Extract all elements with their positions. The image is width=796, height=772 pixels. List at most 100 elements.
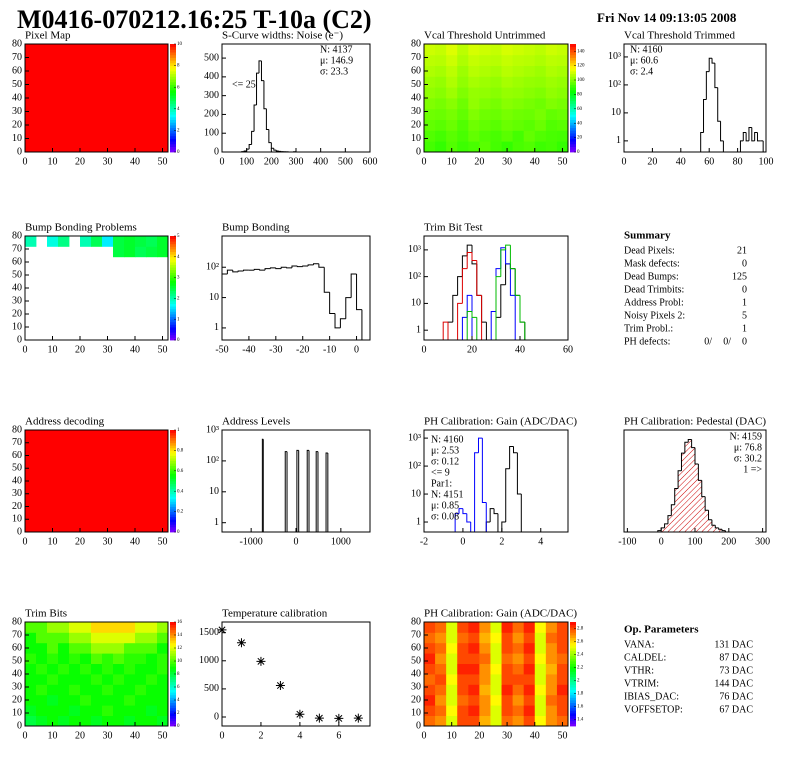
heatmap-cell xyxy=(25,460,37,472)
histogram-bin xyxy=(742,131,747,141)
heatmap-cell xyxy=(490,98,502,110)
heatmap-cell xyxy=(91,511,103,523)
heatmap-cell xyxy=(102,130,114,142)
heatmap-cell xyxy=(435,694,447,706)
colorbar-step xyxy=(170,496,176,500)
heatmap-cell xyxy=(25,450,37,461)
heatmap-cell xyxy=(490,108,502,120)
heatmap-cell xyxy=(25,684,37,696)
colorbar-tick-label: 0 xyxy=(177,530,180,535)
heatmap-cell xyxy=(102,450,114,461)
colorbar-tick-label: 3 xyxy=(177,276,180,281)
heatmap-cell xyxy=(157,663,169,675)
heatmap-cell xyxy=(468,642,480,654)
colorbar-step xyxy=(170,319,176,323)
heatmap-cell xyxy=(25,440,37,451)
heatmap-cell xyxy=(69,521,81,533)
colorbar-step xyxy=(170,481,176,484)
heatmap-cell xyxy=(135,632,147,644)
colorbar-step xyxy=(170,632,176,636)
heatmap-cell xyxy=(157,521,169,533)
heatmap-cell xyxy=(135,65,147,77)
x-tick-label: 20 xyxy=(75,536,85,547)
colorbar-step xyxy=(570,127,576,131)
heatmap-cell xyxy=(157,622,169,633)
heatmap-cell xyxy=(69,642,81,654)
colorbar-step xyxy=(170,52,176,56)
heatmap-cell xyxy=(58,108,70,120)
y-tick-label: 10 xyxy=(209,486,219,497)
colorbar-step xyxy=(170,146,176,150)
histogram-fill xyxy=(695,464,699,532)
heatmap-cell xyxy=(91,430,103,441)
stats-text: N: 4160 xyxy=(431,434,464,445)
heatmap-cell xyxy=(490,663,502,675)
colorbar-step xyxy=(570,119,576,123)
heatmap-cell xyxy=(47,44,59,56)
heatmap-cell xyxy=(146,450,158,461)
heatmap-cell xyxy=(36,44,48,56)
heatmap-cell xyxy=(58,450,70,461)
heatmap-cell xyxy=(58,653,70,664)
heatmap-cell xyxy=(47,460,59,472)
histogram-bin xyxy=(677,470,682,489)
heatmap-cell xyxy=(36,521,48,533)
heatmap-cell xyxy=(523,684,536,696)
heatmap-cell xyxy=(25,141,37,153)
histogram-bin xyxy=(307,264,314,266)
heatmap-cell xyxy=(157,130,169,142)
heatmap-cell xyxy=(435,119,447,131)
histogram-bin xyxy=(466,310,472,340)
op-label: VANA: xyxy=(624,639,654,650)
histogram-bin xyxy=(284,451,288,532)
colorbar-step xyxy=(170,432,176,436)
colorbar-step xyxy=(570,149,576,153)
colorbar-step xyxy=(170,111,176,115)
heatmap-cell xyxy=(36,141,48,153)
colorbar-step xyxy=(570,671,576,675)
heatmap-cell xyxy=(501,663,514,675)
heatmap-cell xyxy=(424,715,436,727)
heatmap-cell xyxy=(58,511,70,523)
heatmap-cell xyxy=(25,44,37,56)
histogram-bin xyxy=(667,515,672,524)
heatmap-cell xyxy=(545,98,558,110)
y-tick-label: 50 xyxy=(12,79,22,90)
y-tick-label: 0 xyxy=(17,334,22,345)
histogram-bin xyxy=(694,447,699,465)
heatmap-cell xyxy=(457,119,469,131)
heatmap-cell xyxy=(47,440,59,451)
histogram-bin xyxy=(243,269,249,272)
heatmap-cell xyxy=(545,632,558,644)
colorbar-step xyxy=(170,256,176,260)
histogram-bin xyxy=(718,527,723,530)
x-tick-label: 4 xyxy=(538,536,543,547)
colorbar-step xyxy=(170,135,176,139)
summary-value: 0/ xyxy=(723,336,731,347)
heatmap-cell xyxy=(457,622,469,633)
heatmap-cell xyxy=(91,491,103,502)
heatmap-cell xyxy=(135,130,147,142)
x-tick-label: 50 xyxy=(158,730,168,741)
heatmap-cell xyxy=(47,470,59,482)
scatter-point xyxy=(334,713,344,723)
heatmap-cell xyxy=(468,663,480,675)
stats-text: N: 4159 xyxy=(730,431,763,442)
plot-frame xyxy=(221,621,371,727)
heatmap-cell xyxy=(58,98,70,110)
heatmap-cell xyxy=(25,663,37,675)
heatmap-cell xyxy=(25,130,37,142)
colorbar-step xyxy=(570,89,576,93)
colorbar-step xyxy=(170,707,176,711)
colorbar-step xyxy=(170,295,176,299)
histogram-bin xyxy=(258,60,262,74)
histogram-bin xyxy=(280,266,287,269)
y-tick-label: 70 xyxy=(411,629,421,640)
heatmap-cell xyxy=(113,246,125,258)
heatmap-cell xyxy=(501,65,514,77)
histogram-bin xyxy=(259,269,266,271)
x-tick-label: 80 xyxy=(733,156,743,167)
colorbar-step xyxy=(170,463,176,467)
heatmap-cell xyxy=(457,653,469,664)
op-label: CALDEL: xyxy=(624,652,666,663)
